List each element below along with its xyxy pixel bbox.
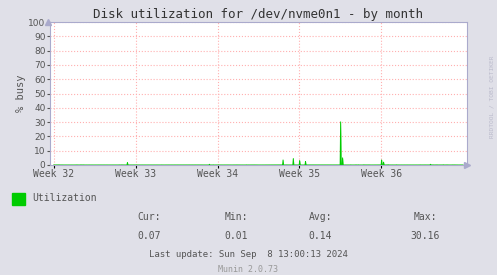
Text: Cur:: Cur: [137, 212, 161, 222]
Text: Last update: Sun Sep  8 13:00:13 2024: Last update: Sun Sep 8 13:00:13 2024 [149, 250, 348, 259]
Text: Avg:: Avg: [309, 212, 332, 222]
Text: 0.07: 0.07 [137, 231, 161, 241]
Text: 0.14: 0.14 [309, 231, 332, 241]
Text: Min:: Min: [224, 212, 248, 222]
Text: Utilization: Utilization [32, 193, 97, 203]
Y-axis label: % busy: % busy [15, 75, 25, 112]
Text: 0.01: 0.01 [224, 231, 248, 241]
Text: 30.16: 30.16 [410, 231, 440, 241]
Text: RRDTOOL / TOBI OETIKER: RRDTOOL / TOBI OETIKER [490, 55, 495, 138]
Text: Munin 2.0.73: Munin 2.0.73 [219, 265, 278, 274]
Text: Max:: Max: [413, 212, 437, 222]
Title: Disk utilization for /dev/nvme0n1 - by month: Disk utilization for /dev/nvme0n1 - by m… [93, 8, 423, 21]
